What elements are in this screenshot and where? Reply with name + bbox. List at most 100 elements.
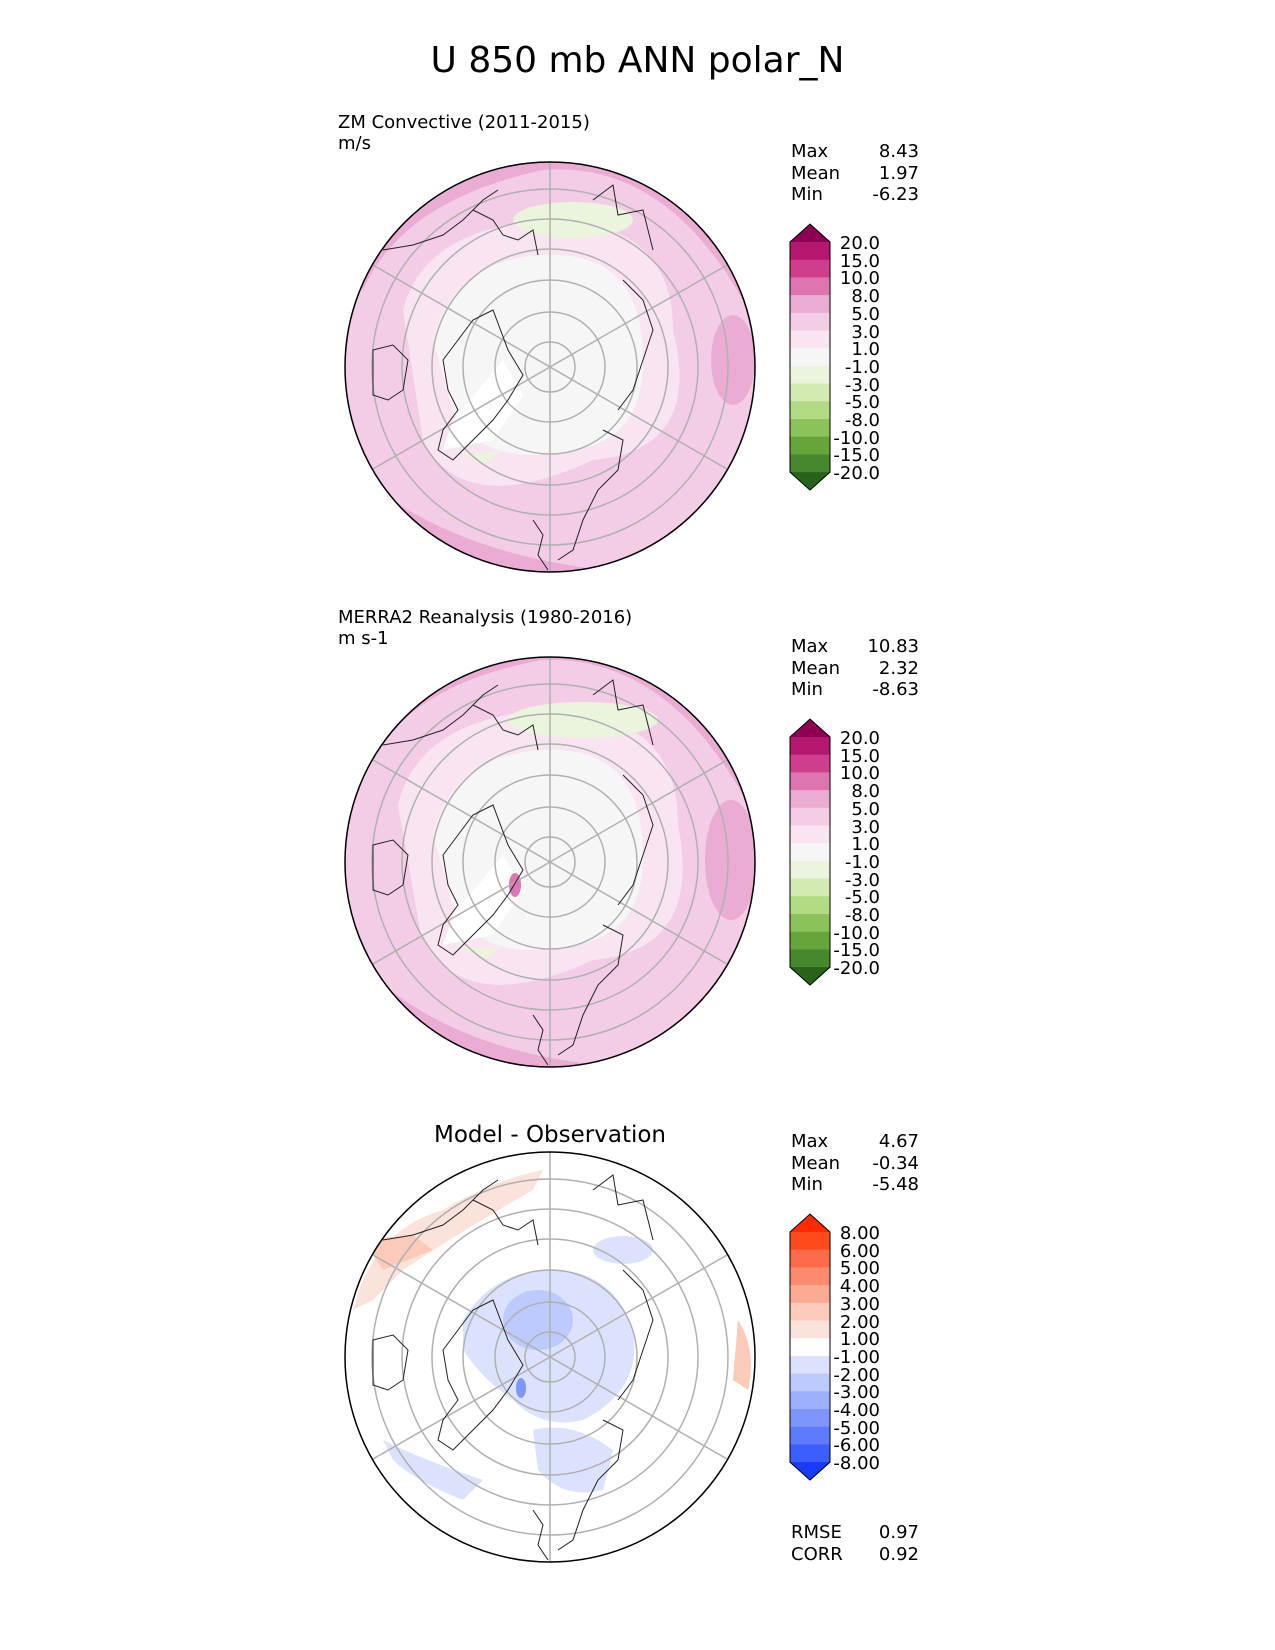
figure-title: U 850 mb ANN polar_N	[430, 40, 845, 81]
colorbar-segment	[790, 330, 830, 349]
coastlines	[372, 184, 654, 571]
stat-label: Max	[791, 141, 829, 162]
colorbar-outline	[789, 223, 831, 491]
colorbar-tick-label: -10.0	[833, 922, 880, 944]
colorbar-tick-label: 1.00	[839, 1329, 880, 1351]
colorbar-tick-label: 5.0	[851, 303, 880, 325]
colorbar-extend-max	[790, 224, 830, 242]
colorbar-tick-label: 8.00	[839, 1223, 880, 1244]
coastlines	[372, 1174, 654, 1561]
colorbar-tick-label: -20.0	[833, 463, 880, 485]
colorbar-segment	[790, 737, 830, 756]
colorbar-tick-label: -3.0	[844, 374, 880, 396]
colorbar-segment	[790, 1373, 830, 1392]
colorbar-tick-label: 5.0	[851, 798, 880, 820]
colorbar-segment	[790, 949, 830, 968]
colorbar	[789, 1213, 831, 1481]
stat-value: -6.23	[872, 184, 919, 205]
colorbar-extend-min	[790, 1462, 830, 1481]
graticule	[371, 657, 729, 1067]
colorbar-tick-label: -10.0	[833, 427, 880, 449]
colorbar-segment	[790, 1267, 830, 1286]
stat-label: Min	[791, 184, 823, 205]
colorbar-tick-label: 20.0	[839, 233, 880, 254]
colorbar-segment	[790, 1391, 830, 1410]
stat-label: Max	[791, 636, 829, 657]
colorbar-segment	[790, 772, 830, 791]
colorbar-segment	[790, 312, 830, 331]
colorbar-tick-label: -5.0	[844, 887, 880, 909]
colorbar-tick-label: -8.0	[844, 410, 880, 431]
stats-block: Max 4.67 Mean -0.34 Min -5.48	[791, 1131, 919, 1196]
colorbar-segment	[790, 1232, 830, 1251]
panel-title: Model - Observation	[433, 1122, 667, 1148]
colorbar-segment	[790, 878, 830, 897]
colorbar-segment	[790, 807, 830, 826]
colorbar-segment	[790, 259, 830, 278]
polar-map	[344, 161, 756, 573]
stat-label: Mean	[791, 657, 841, 679]
colorbar-segment	[790, 843, 830, 862]
colorbar-tick-label: 5.00	[839, 1258, 880, 1280]
colorbar-segment	[790, 401, 830, 420]
colorbar-tick-label: 15.0	[839, 250, 880, 272]
colorbar-tick-label: 10.0	[839, 763, 880, 785]
colorbar-tick-label: 2.00	[839, 1311, 880, 1333]
colorbar-tick-label: -6.00	[833, 1435, 880, 1457]
colorbar-segment	[790, 242, 830, 261]
colorbar-tick-label: 3.00	[839, 1293, 880, 1315]
colorbar	[789, 718, 831, 986]
colorbar-segment	[790, 1426, 830, 1445]
stat-label: Min	[791, 679, 823, 700]
stat-value: 0.92	[878, 1543, 919, 1565]
stat-value: 0.97	[878, 1522, 919, 1543]
colorbar-tick-label: -2.00	[833, 1364, 880, 1386]
colorbar-segment	[790, 348, 830, 367]
colorbar-tick-label: -5.00	[833, 1417, 880, 1439]
colorbar-segment	[790, 896, 830, 915]
colorbar-tick-label: -8.0	[844, 905, 880, 926]
colorbar-tick-label: -1.00	[833, 1346, 880, 1368]
stat-label: Max	[791, 1131, 829, 1152]
colorbar-segment	[790, 383, 830, 402]
colorbar-segment	[790, 1338, 830, 1357]
colorbar-tick-label: 3.0	[851, 321, 880, 343]
model-panel: ZM Convective (2011-2015) m/s Max 8.43 Me…	[0, 112, 1275, 582]
colorbar-segment	[790, 1444, 830, 1463]
difference-panel: Model - Observation Max 4.67 Mean -0.34 Mi…	[0, 1102, 1275, 1582]
colorbar-tick-label: -1.0	[844, 851, 880, 873]
colorbar-tick-label: -15.0	[833, 940, 880, 962]
coastlines	[372, 679, 654, 1066]
colorbar-segment	[790, 1285, 830, 1304]
colorbar-tick-label: -3.0	[844, 869, 880, 891]
stat-value: -8.63	[872, 679, 919, 700]
panel-label: MERRA2 Reanalysis (1980-2016)	[338, 607, 633, 628]
panel-units: m s-1	[338, 628, 389, 649]
colorbar-segment	[790, 931, 830, 950]
colorbar-extend-max	[790, 719, 830, 737]
colorbar-tick-label: 3.0	[851, 816, 880, 838]
colorbar-tick-label: 1.0	[851, 339, 880, 361]
graticule	[371, 162, 729, 572]
colorbar-tick-label: -15.0	[833, 445, 880, 467]
colorbar-tick-label: 8.0	[851, 286, 880, 308]
colorbar-tick-label: -4.00	[833, 1400, 880, 1421]
stat-label: Mean	[791, 162, 841, 184]
stats-block: Max 8.43 Mean 1.97 Min -6.23	[791, 141, 919, 206]
colorbar-extend-min	[790, 967, 830, 986]
colorbar-segment	[790, 454, 830, 473]
colorbar-segment	[790, 1249, 830, 1268]
stat-value: 8.43	[878, 141, 919, 162]
stats-block: Max 10.83 Mean 2.32 Min -8.63	[791, 636, 919, 701]
colorbar-tick-label: 10.0	[839, 268, 880, 290]
colorbar-segment	[790, 277, 830, 296]
colorbar-segment	[790, 436, 830, 455]
bottom-stats-block: RMSE 0.97 CORR 0.92	[791, 1522, 919, 1565]
stat-value: 10.83	[867, 636, 919, 657]
stat-value: 1.97	[878, 162, 919, 184]
colorbar-segment	[790, 1302, 830, 1321]
colorbar-tick-label: 20.0	[839, 728, 880, 749]
observation-panel: MERRA2 Reanalysis (1980-2016) m s-1 Max 1…	[0, 607, 1275, 1077]
colorbar-segment	[790, 1320, 830, 1339]
colorbar-tick-label: -5.0	[844, 392, 880, 414]
